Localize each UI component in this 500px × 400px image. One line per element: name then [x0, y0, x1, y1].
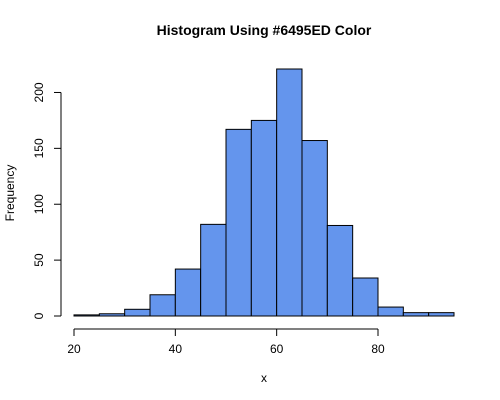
histogram-bar-20-25: [73, 314, 100, 317]
x-tick-label-80: 80: [371, 342, 385, 356]
x-axis: 20 40 60 80: [67, 328, 385, 356]
histogram-bar-70-75: [326, 224, 354, 317]
histogram-bar-80-85: [377, 306, 404, 317]
histogram-bar-35-40: [149, 294, 176, 317]
histogram-bar-85-90: [402, 312, 430, 317]
x-axis-label: x: [261, 371, 267, 385]
histogram-bar-40-45: [174, 268, 202, 317]
histogram-bar-55-60: [250, 119, 278, 317]
x-tick-label-60: 60: [270, 342, 284, 356]
histogram-bar-90-95: [428, 312, 455, 317]
bars-group: [73, 68, 455, 317]
histogram-bar-50-55: [225, 128, 252, 317]
y-tick-label-200: 200: [32, 82, 46, 102]
histogram-bar-25-30: [98, 313, 126, 317]
x-tick-label-40: 40: [169, 342, 183, 356]
histogram-bar-45-50: [200, 223, 227, 317]
y-tick-label-0: 0: [32, 312, 46, 319]
histogram-bar-60-65: [276, 68, 303, 317]
y-tick-label-50: 50: [32, 253, 46, 267]
x-tick-label-20: 20: [67, 342, 81, 356]
y-tick-label-100: 100: [32, 194, 46, 214]
y-axis: 0 50 100 150 200: [32, 82, 62, 319]
chart-title: Histogram Using #6495ED Color: [157, 22, 372, 38]
y-axis-label: Frequency: [3, 165, 17, 222]
y-tick-label-150: 150: [32, 138, 46, 158]
histogram-bar-75-80: [352, 277, 379, 317]
histogram-bar-30-35: [124, 308, 151, 317]
histogram-bar-65-70: [301, 140, 328, 317]
